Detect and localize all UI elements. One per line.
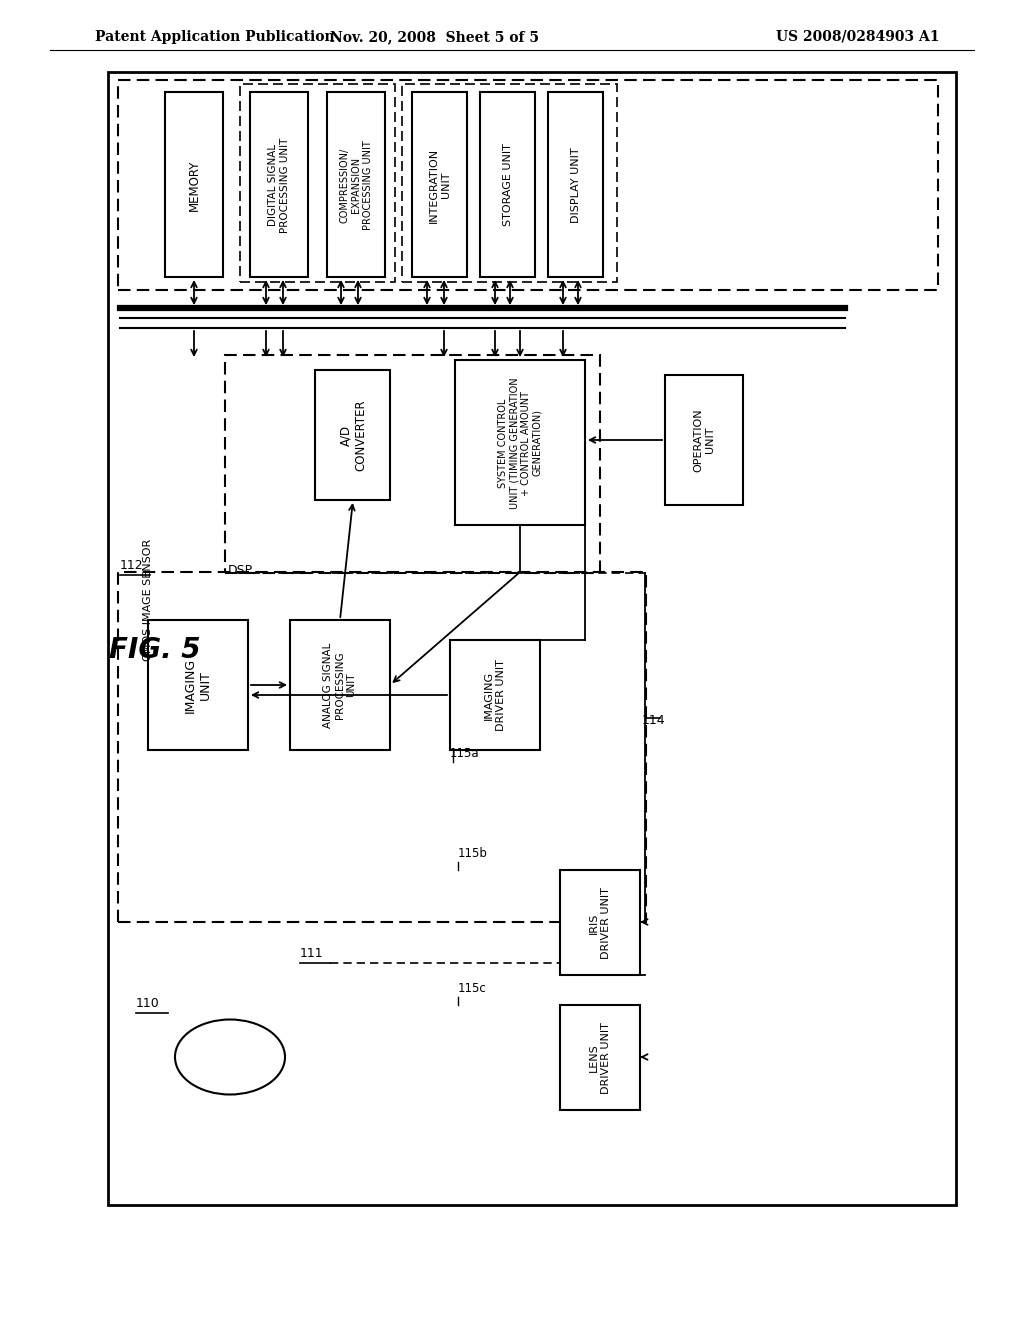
Bar	[118, 81, 938, 290]
Bar	[225, 355, 600, 573]
Bar	[412, 92, 467, 277]
Bar	[450, 640, 540, 750]
Text: 115c: 115c	[458, 982, 486, 995]
Text: IRIS
DRIVER UNIT: IRIS DRIVER UNIT	[589, 887, 610, 958]
Bar	[315, 370, 390, 500]
Text: IMAGING
UNIT: IMAGING UNIT	[184, 657, 212, 713]
Text: INTEGRATION
UNIT: INTEGRATION UNIT	[429, 148, 451, 223]
Text: CMOS IMAGE SENSOR: CMOS IMAGE SENSOR	[143, 539, 153, 661]
Text: DSP: DSP	[228, 564, 253, 577]
Text: SYSTEM CONTROL
UNIT (TIMING GENERATION
+ CONTROL AMOUNT
GENERATION): SYSTEM CONTROL UNIT (TIMING GENERATION +…	[498, 378, 543, 508]
Text: A/D
CONVERTER: A/D CONVERTER	[339, 399, 367, 471]
Bar	[108, 73, 956, 1205]
Text: US 2008/0284903 A1: US 2008/0284903 A1	[776, 30, 940, 44]
Bar	[402, 84, 617, 282]
Text: Patent Application Publication: Patent Application Publication	[95, 30, 335, 44]
Text: 115b: 115b	[458, 847, 487, 861]
Text: LENS
DRIVER UNIT: LENS DRIVER UNIT	[589, 1022, 610, 1094]
Text: STORAGE UNIT: STORAGE UNIT	[503, 144, 513, 227]
Bar	[240, 84, 395, 282]
Bar	[290, 620, 390, 750]
Bar	[548, 92, 603, 277]
Text: ANALOG SIGNAL
PROCESSING
UNIT: ANALOG SIGNAL PROCESSING UNIT	[324, 643, 356, 727]
Text: 110: 110	[136, 997, 160, 1010]
Ellipse shape	[175, 1019, 285, 1094]
Bar	[455, 360, 585, 525]
Bar	[250, 92, 308, 277]
Text: IMAGING
DRIVER UNIT: IMAGING DRIVER UNIT	[484, 659, 506, 731]
Text: MEMORY: MEMORY	[187, 160, 201, 211]
Bar	[560, 870, 640, 975]
Text: DISPLAY UNIT: DISPLAY UNIT	[571, 148, 581, 223]
Bar	[327, 92, 385, 277]
Bar	[665, 375, 743, 506]
Bar	[118, 572, 646, 921]
Text: 112: 112	[120, 558, 143, 572]
Text: 111: 111	[300, 946, 324, 960]
Bar	[165, 92, 223, 277]
Text: COMPRESSION/
EXPANSION
PROCESSING UNIT: COMPRESSION/ EXPANSION PROCESSING UNIT	[339, 140, 373, 230]
Text: DIGITAL SIGNAL
PROCESSING UNIT: DIGITAL SIGNAL PROCESSING UNIT	[268, 137, 290, 232]
Text: Nov. 20, 2008  Sheet 5 of 5: Nov. 20, 2008 Sheet 5 of 5	[331, 30, 540, 44]
Bar	[148, 620, 248, 750]
Text: OPERATION
UNIT: OPERATION UNIT	[693, 408, 715, 471]
Text: 115a: 115a	[450, 747, 479, 760]
Bar	[560, 1005, 640, 1110]
Text: FIG. 5: FIG. 5	[110, 636, 201, 664]
Bar	[480, 92, 535, 277]
Text: 114: 114	[642, 714, 666, 726]
